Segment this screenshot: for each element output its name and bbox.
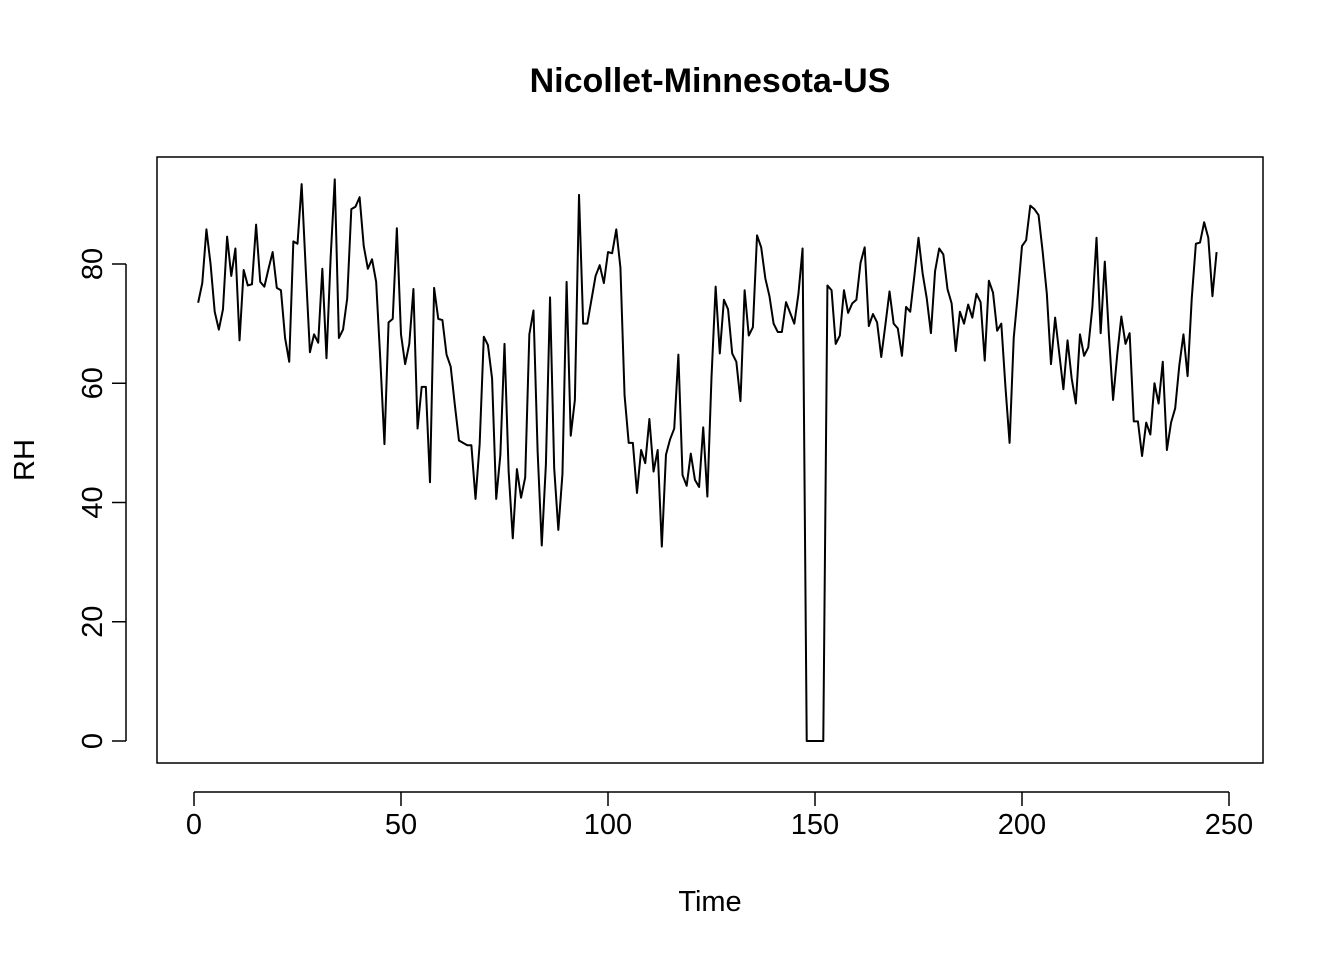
y-tick-label: 80 [77, 248, 109, 280]
y-tick-label: 20 [77, 606, 109, 638]
x-tick-label: 50 [385, 809, 417, 841]
plot-frame [156, 156, 1264, 764]
x-tick-label: 100 [584, 809, 632, 841]
y-tick-label: 60 [77, 367, 109, 399]
x-axis-label: Time [678, 886, 741, 918]
y-tick-label: 0 [77, 733, 109, 749]
y-axis-label: RH [9, 439, 41, 481]
x-tick-label: 0 [186, 809, 202, 841]
x-tick-label: 200 [998, 809, 1046, 841]
series-line [197, 178, 1218, 742]
chart-title: Nicollet-Minnesota-US [530, 62, 891, 100]
x-axis: 0 50 100 150 200 250 [186, 791, 1253, 841]
y-tick-label: 40 [77, 486, 109, 518]
x-tick-label: 250 [1205, 809, 1253, 841]
y-axis: 0 20 40 60 80 [77, 248, 127, 749]
series-layer [197, 178, 1218, 742]
x-tick-label: 150 [791, 809, 839, 841]
